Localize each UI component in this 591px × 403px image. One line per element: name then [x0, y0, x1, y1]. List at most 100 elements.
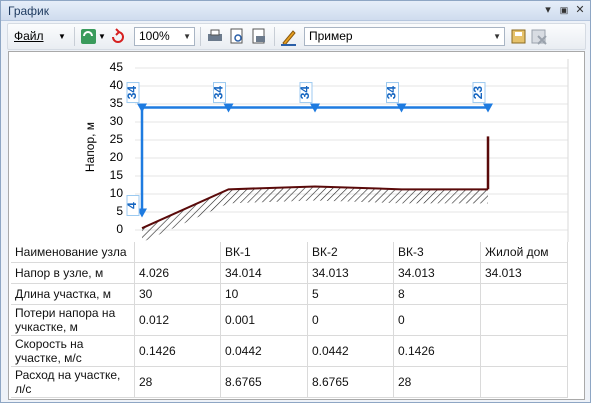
table-cell: Наименование узла: [11, 242, 135, 263]
table-cell: 34.013: [308, 263, 394, 284]
y-tick-label: 45: [110, 60, 124, 74]
table-cell: Жилой дом: [481, 242, 568, 263]
table-cell: 34.013: [394, 263, 481, 284]
table-cell: [135, 242, 221, 263]
toolbar: Файл ▼ ▼ 100% ▼ Пример ▼: [7, 23, 586, 50]
combo-arrow: ▼: [183, 32, 191, 41]
table-cell: Напор в узле, м: [11, 263, 135, 284]
zoom-combo[interactable]: 100% ▼: [134, 27, 195, 46]
y-axis-label: Напор, м: [83, 122, 97, 172]
zoom-value: 100%: [139, 29, 170, 43]
table-cell: 0.1426: [394, 336, 481, 367]
table-cell: 8.6765: [308, 367, 394, 398]
table-cell: 8: [394, 284, 481, 305]
reload-icon[interactable]: [109, 28, 127, 47]
value-label-box: [472, 82, 486, 104]
head-marker: [396, 103, 407, 113]
value-label: 23: [471, 86, 485, 100]
table-cell: 0.0442: [308, 336, 394, 367]
icon-shape: [234, 34, 242, 42]
icon-shape: [112, 31, 124, 43]
window-title: График: [8, 4, 49, 18]
head-marker: [137, 103, 147, 113]
y-tick-label: 0: [116, 222, 123, 236]
table-cell: ВК-3: [394, 242, 481, 263]
example-combo[interactable]: Пример ▼: [304, 27, 505, 46]
table-cell: 28: [135, 367, 221, 398]
y-tick-label: 10: [110, 186, 124, 200]
icon-shape: [210, 29, 220, 36]
head-marker: [483, 103, 493, 113]
table-cell: 28: [394, 367, 481, 398]
edit-icon[interactable]: [280, 28, 298, 47]
icon-shape: [83, 31, 93, 37]
file-menu[interactable]: Файл: [14, 29, 44, 43]
table-cell: ВК-1: [221, 242, 308, 263]
y-tick-label: 35: [110, 96, 124, 110]
y-tick-label: 40: [110, 78, 124, 92]
separator: [74, 27, 75, 46]
table-cell: 0.1426: [135, 336, 221, 367]
file-menu-arrow[interactable]: ▼: [58, 32, 66, 41]
table-cell: 0.012: [135, 305, 221, 336]
table-cell: [481, 367, 568, 398]
table-cell: Скорость на участке, м/с: [11, 336, 135, 367]
table-cell: 34.013: [481, 263, 568, 284]
value-label-box: [126, 82, 140, 104]
preview-icon[interactable]: [228, 28, 246, 47]
icon-shape: [256, 36, 265, 42]
value-label-box: [299, 82, 313, 104]
y-tick-label: 15: [110, 168, 124, 182]
refresh-icon[interactable]: [80, 28, 98, 47]
table-cell: 0: [394, 305, 481, 336]
table-cell: 4.026: [135, 263, 221, 284]
table-cell: Потери напора на учкастке, м: [11, 305, 135, 336]
delete-icon[interactable]: [530, 28, 548, 47]
maximize-button[interactable]: ▣: [559, 5, 569, 15]
head-marker: [223, 103, 234, 113]
head-marker: [310, 103, 320, 113]
table-cell: [481, 336, 568, 367]
y-tick-label: 20: [110, 150, 124, 164]
y-tick-label: 30: [110, 114, 124, 128]
save-icon[interactable]: [510, 28, 528, 47]
value-label: 4: [125, 202, 139, 209]
table-cell: ВК-2: [308, 242, 394, 263]
y-tick-label: 25: [110, 132, 124, 146]
icon-shape: [282, 30, 296, 46]
separator: [274, 27, 275, 46]
value-label-box: [126, 195, 140, 217]
table-cell: 30: [135, 284, 221, 305]
table-cell: 0.001: [221, 305, 308, 336]
icon-shape: [537, 35, 547, 45]
icon-shape: [115, 28, 121, 36]
value-label-box: [386, 82, 399, 104]
value-label: 34: [298, 86, 312, 100]
close-button[interactable]: ✕: [575, 4, 585, 16]
table-cell: 5: [308, 284, 394, 305]
combo-arrow: ▼: [493, 32, 501, 41]
table-cell: 8.6765: [221, 367, 308, 398]
ground-line: [141, 185, 488, 230]
value-label-box: [213, 82, 226, 104]
print-icon[interactable]: [206, 28, 224, 47]
refresh-arrow[interactable]: ▼: [98, 32, 106, 41]
separator: [200, 27, 201, 46]
table-cell: Длина участка, м: [11, 284, 135, 305]
value-label: 34: [212, 86, 226, 100]
table-cell: 0.0442: [221, 336, 308, 367]
page-setup-icon[interactable]: [250, 28, 268, 47]
icon-shape: [511, 29, 526, 44]
value-label: 34: [125, 86, 139, 100]
table-cell: 0: [308, 305, 394, 336]
y-tick-label: 5: [116, 204, 123, 218]
title-bar: График ▾ ▣ ✕: [1, 1, 590, 21]
icon-shape: [208, 34, 222, 41]
value-label: 34: [385, 86, 399, 100]
table-cell: [481, 305, 568, 336]
menu-button[interactable]: ▾: [545, 4, 551, 16]
table-cell: 34.014: [221, 263, 308, 284]
content-area: Напор, м 0 5 10 15 20 25 30 35 40 45 34 34 34 34 23 4 Н…: [8, 51, 585, 400]
